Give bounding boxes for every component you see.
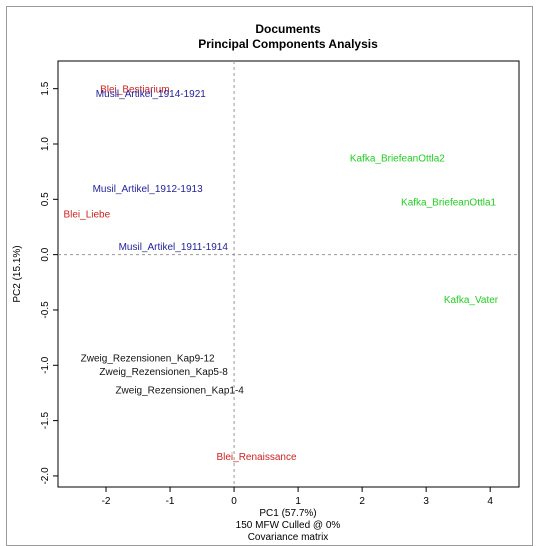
point-label-zweig-rezensionen-kap1-4: Zweig_Rezensionen_Kap1-4 xyxy=(115,386,244,397)
point-label-blei-renaissance: Blei_Renaissance xyxy=(216,452,296,463)
y-tick-label: 0.0 xyxy=(40,247,51,261)
x-tick-label: 1 xyxy=(295,496,301,507)
y-axis: -2.0 -1.5 -1.0 -0.5 0.0 0.5 1.0 1.5 xyxy=(40,81,58,485)
chart-subtitle: Principal Components Analysis xyxy=(198,37,378,51)
x-tick-label: 4 xyxy=(487,496,493,507)
caption-line-1: 150 MFW Culled @ 0% xyxy=(236,520,341,531)
x-axis-label: PC1 (57.7%) xyxy=(259,508,316,519)
x-tick-label: -1 xyxy=(166,496,175,507)
reference-lines xyxy=(58,61,519,487)
point-label-blei-liebe: Blei_Liebe xyxy=(63,210,110,221)
y-tick-label: 1.0 xyxy=(40,137,51,151)
chart-title: Documents xyxy=(255,22,321,36)
point-label-zweig-rezensionen-kap9-12: Zweig_Rezensionen_Kap9-12 xyxy=(81,354,215,365)
point-label-musil-artikel-1911-1914: Musil_Artikel_1911-1914 xyxy=(119,242,229,253)
point-label-kafka-briefeanottla1: Kafka_BriefeanOttla1 xyxy=(401,198,496,209)
y-tick-label: 1.5 xyxy=(40,81,51,95)
point-label-musil-artikel-1912-1913: Musil_Artikel_1912-1913 xyxy=(93,184,204,195)
point-label-musil-artikel-1914-1921: Musil_Artikel_1914-1921 xyxy=(96,89,207,100)
x-tick-label: 0 xyxy=(231,496,237,507)
x-axis: -2 -1 0 1 2 3 4 xyxy=(102,487,493,507)
x-tick-label: 2 xyxy=(359,496,365,507)
x-tick-label: -2 xyxy=(102,496,111,507)
point-label-kafka-briefeanottla2: Kafka_BriefeanOttla2 xyxy=(350,153,445,164)
x-tick-label: 3 xyxy=(423,496,429,507)
y-tick-label: -1.5 xyxy=(40,412,51,430)
point-label-blei-bestiarium: Blei_Bestiarium xyxy=(100,85,169,96)
point-label-kafka-vater: Kafka_Vater xyxy=(444,295,499,306)
point-label-zweig-rezensionen-kap5-8: Zweig_Rezensionen_Kap5-8 xyxy=(99,367,228,378)
plot-area-border xyxy=(57,60,520,488)
y-tick-label: -0.5 xyxy=(40,301,51,319)
y-tick-label: -1.0 xyxy=(40,356,51,374)
y-tick-label: 0.5 xyxy=(40,192,51,206)
y-tick-label: -2.0 xyxy=(40,467,51,485)
caption-line-2: Covariance matrix xyxy=(248,532,329,542)
y-axis-label: PC2 (15.1%) xyxy=(12,245,23,302)
chart-frame xyxy=(6,6,533,546)
